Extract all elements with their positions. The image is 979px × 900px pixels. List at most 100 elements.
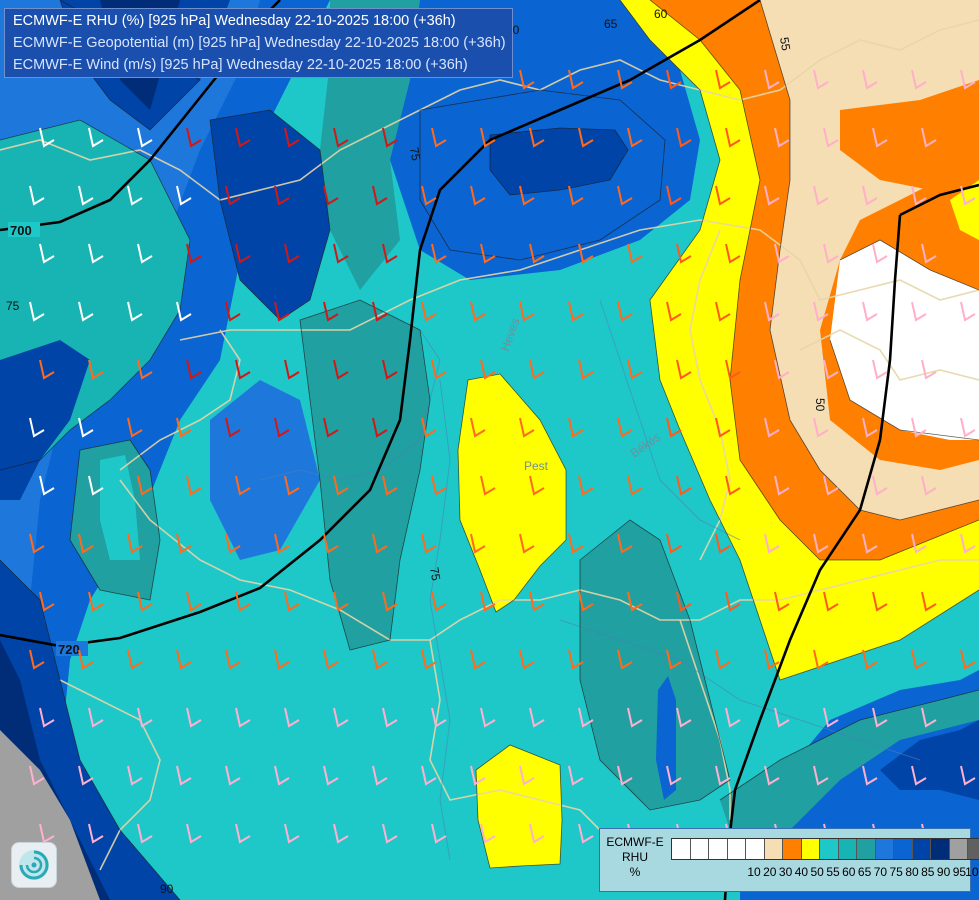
wind-barb-icon: [568, 765, 584, 786]
wind-barb-icon: [774, 591, 790, 612]
wind-barb-icon: [617, 533, 633, 554]
wind-barb-icon: [127, 185, 143, 206]
wind-barb-icon: [715, 417, 731, 438]
wind-barb-icon: [323, 765, 339, 786]
rhu-zone-95-se: [880, 720, 979, 800]
wind-barb-icon: [39, 591, 55, 612]
wind-barb-icon: [29, 301, 45, 322]
wind-barb-icon: [578, 475, 594, 496]
wind-barb-icon: [872, 707, 888, 728]
title-geopotential: ECMWF-E Geopotential (m) [925 hPa] Wedne…: [13, 35, 506, 51]
contour-label-75-west: 75: [6, 299, 20, 313]
wind-barb-icon: [715, 301, 731, 322]
wind-barb-icon: [715, 533, 731, 554]
wind-barb-icon: [235, 127, 251, 148]
wind-barb-icon: [578, 243, 594, 264]
wind-barb-icon: [578, 823, 594, 844]
wind-barb-icon: [519, 417, 535, 438]
wind-barb-icon: [372, 765, 388, 786]
wind-barb-icon: [127, 533, 143, 554]
wind-barb-icon: [382, 243, 398, 264]
wind-barb-icon: [568, 301, 584, 322]
wind-barb-icon: [186, 591, 202, 612]
rhu-legend: ECMWF-E RHU % 10 20 30 40 50 55 60 65 70 75 80 85 90…: [599, 828, 979, 892]
wind-barb-icon: [421, 765, 437, 786]
wind-barb-icon: [627, 127, 643, 148]
wind-barb-icon: [225, 185, 241, 206]
wind-barb-icon: [872, 127, 888, 148]
wind-barb-icon: [323, 185, 339, 206]
wind-barb-icon: [333, 359, 349, 380]
legend-tick-label: 85: [921, 865, 935, 879]
wind-barb-icon: [39, 127, 55, 148]
wind-barb-icon: [578, 359, 594, 380]
wind-barb-icon: [617, 301, 633, 322]
wind-barb-icon: [519, 301, 535, 322]
wind-barb-icon: [431, 359, 447, 380]
legend-tick-label: 70: [873, 865, 888, 879]
wind-barb-icon: [519, 69, 535, 90]
wind-barb-icon: [78, 301, 94, 322]
wind-barb-icon: [960, 765, 976, 786]
wind-barb-icon: [421, 301, 437, 322]
wind-barb-icon: [39, 475, 55, 496]
wind-barb-icon: [676, 127, 692, 148]
wind-barb-icon: [480, 127, 496, 148]
wind-barb-icon: [274, 765, 290, 786]
wind-barb-icon: [480, 823, 496, 844]
title-rhu: ECMWF-E RHU (%) [925 hPa] Wednesday 22-1…: [13, 13, 456, 29]
wind-barb-icon: [186, 243, 202, 264]
wind-barb-icon: [862, 69, 878, 90]
rhu-zone-65-ne: [950, 180, 979, 240]
wind-barb-icon: [480, 243, 496, 264]
wind-barb-icon: [333, 707, 349, 728]
wind-barb-icon: [676, 243, 692, 264]
wind-barb-icon: [813, 185, 829, 206]
wind-barb-icon: [88, 127, 104, 148]
wind-barb-icon: [382, 359, 398, 380]
wind-barb-icon: [823, 707, 839, 728]
wind-barb-icon: [627, 475, 643, 496]
wind-barb-icon: [960, 69, 976, 90]
wind-barb-icon: [529, 475, 545, 496]
wind-barb-icon: [627, 243, 643, 264]
wind-barb-icon: [372, 649, 388, 670]
wind-barb-icon: [617, 417, 633, 438]
wind-barb-icon: [519, 765, 535, 786]
wind-barb-icon: [519, 533, 535, 554]
contour-label-55: 55: [777, 36, 793, 52]
wind-barb-icon: [78, 185, 94, 206]
wind-barb-icon: [676, 475, 692, 496]
wind-barb-icon: [225, 649, 241, 670]
wind-barb-icon: [470, 301, 486, 322]
legend-swatch: [727, 839, 746, 859]
wind-barb-icon: [960, 301, 976, 322]
wind-barb-icon: [470, 765, 486, 786]
wind-barb-icon: [911, 649, 927, 670]
wind-barb-icon: [39, 359, 55, 380]
wind-barb-icon: [382, 707, 398, 728]
legend-tick-label: 95: [952, 865, 967, 879]
contour-label-60: 60: [654, 7, 668, 21]
wind-barb-icon: [617, 765, 633, 786]
wind-barb-icon: [774, 707, 790, 728]
wind-barb-icon: [921, 243, 937, 264]
wind-barb-icon: [627, 707, 643, 728]
wind-barb-icon: [372, 417, 388, 438]
wind-barb-icon: [235, 823, 251, 844]
wind-barb-icon: [421, 417, 437, 438]
wind-barb-icon: [176, 649, 192, 670]
wind-barb-icon: [862, 185, 878, 206]
wind-barb-icon: [519, 649, 535, 670]
wind-barb-icon: [176, 533, 192, 554]
wind-barb-icon: [431, 707, 447, 728]
wind-barb-icon: [764, 765, 780, 786]
wind-barb-icon: [529, 591, 545, 612]
contour-label-50: 50: [813, 398, 827, 412]
contour-label-90: 90: [160, 882, 174, 896]
rhu-zone-75-se: [720, 690, 979, 860]
wind-barb-icon: [823, 243, 839, 264]
wind-barb-icon: [372, 301, 388, 322]
wind-barb-icon: [431, 591, 447, 612]
wind-barb-icon: [627, 359, 643, 380]
